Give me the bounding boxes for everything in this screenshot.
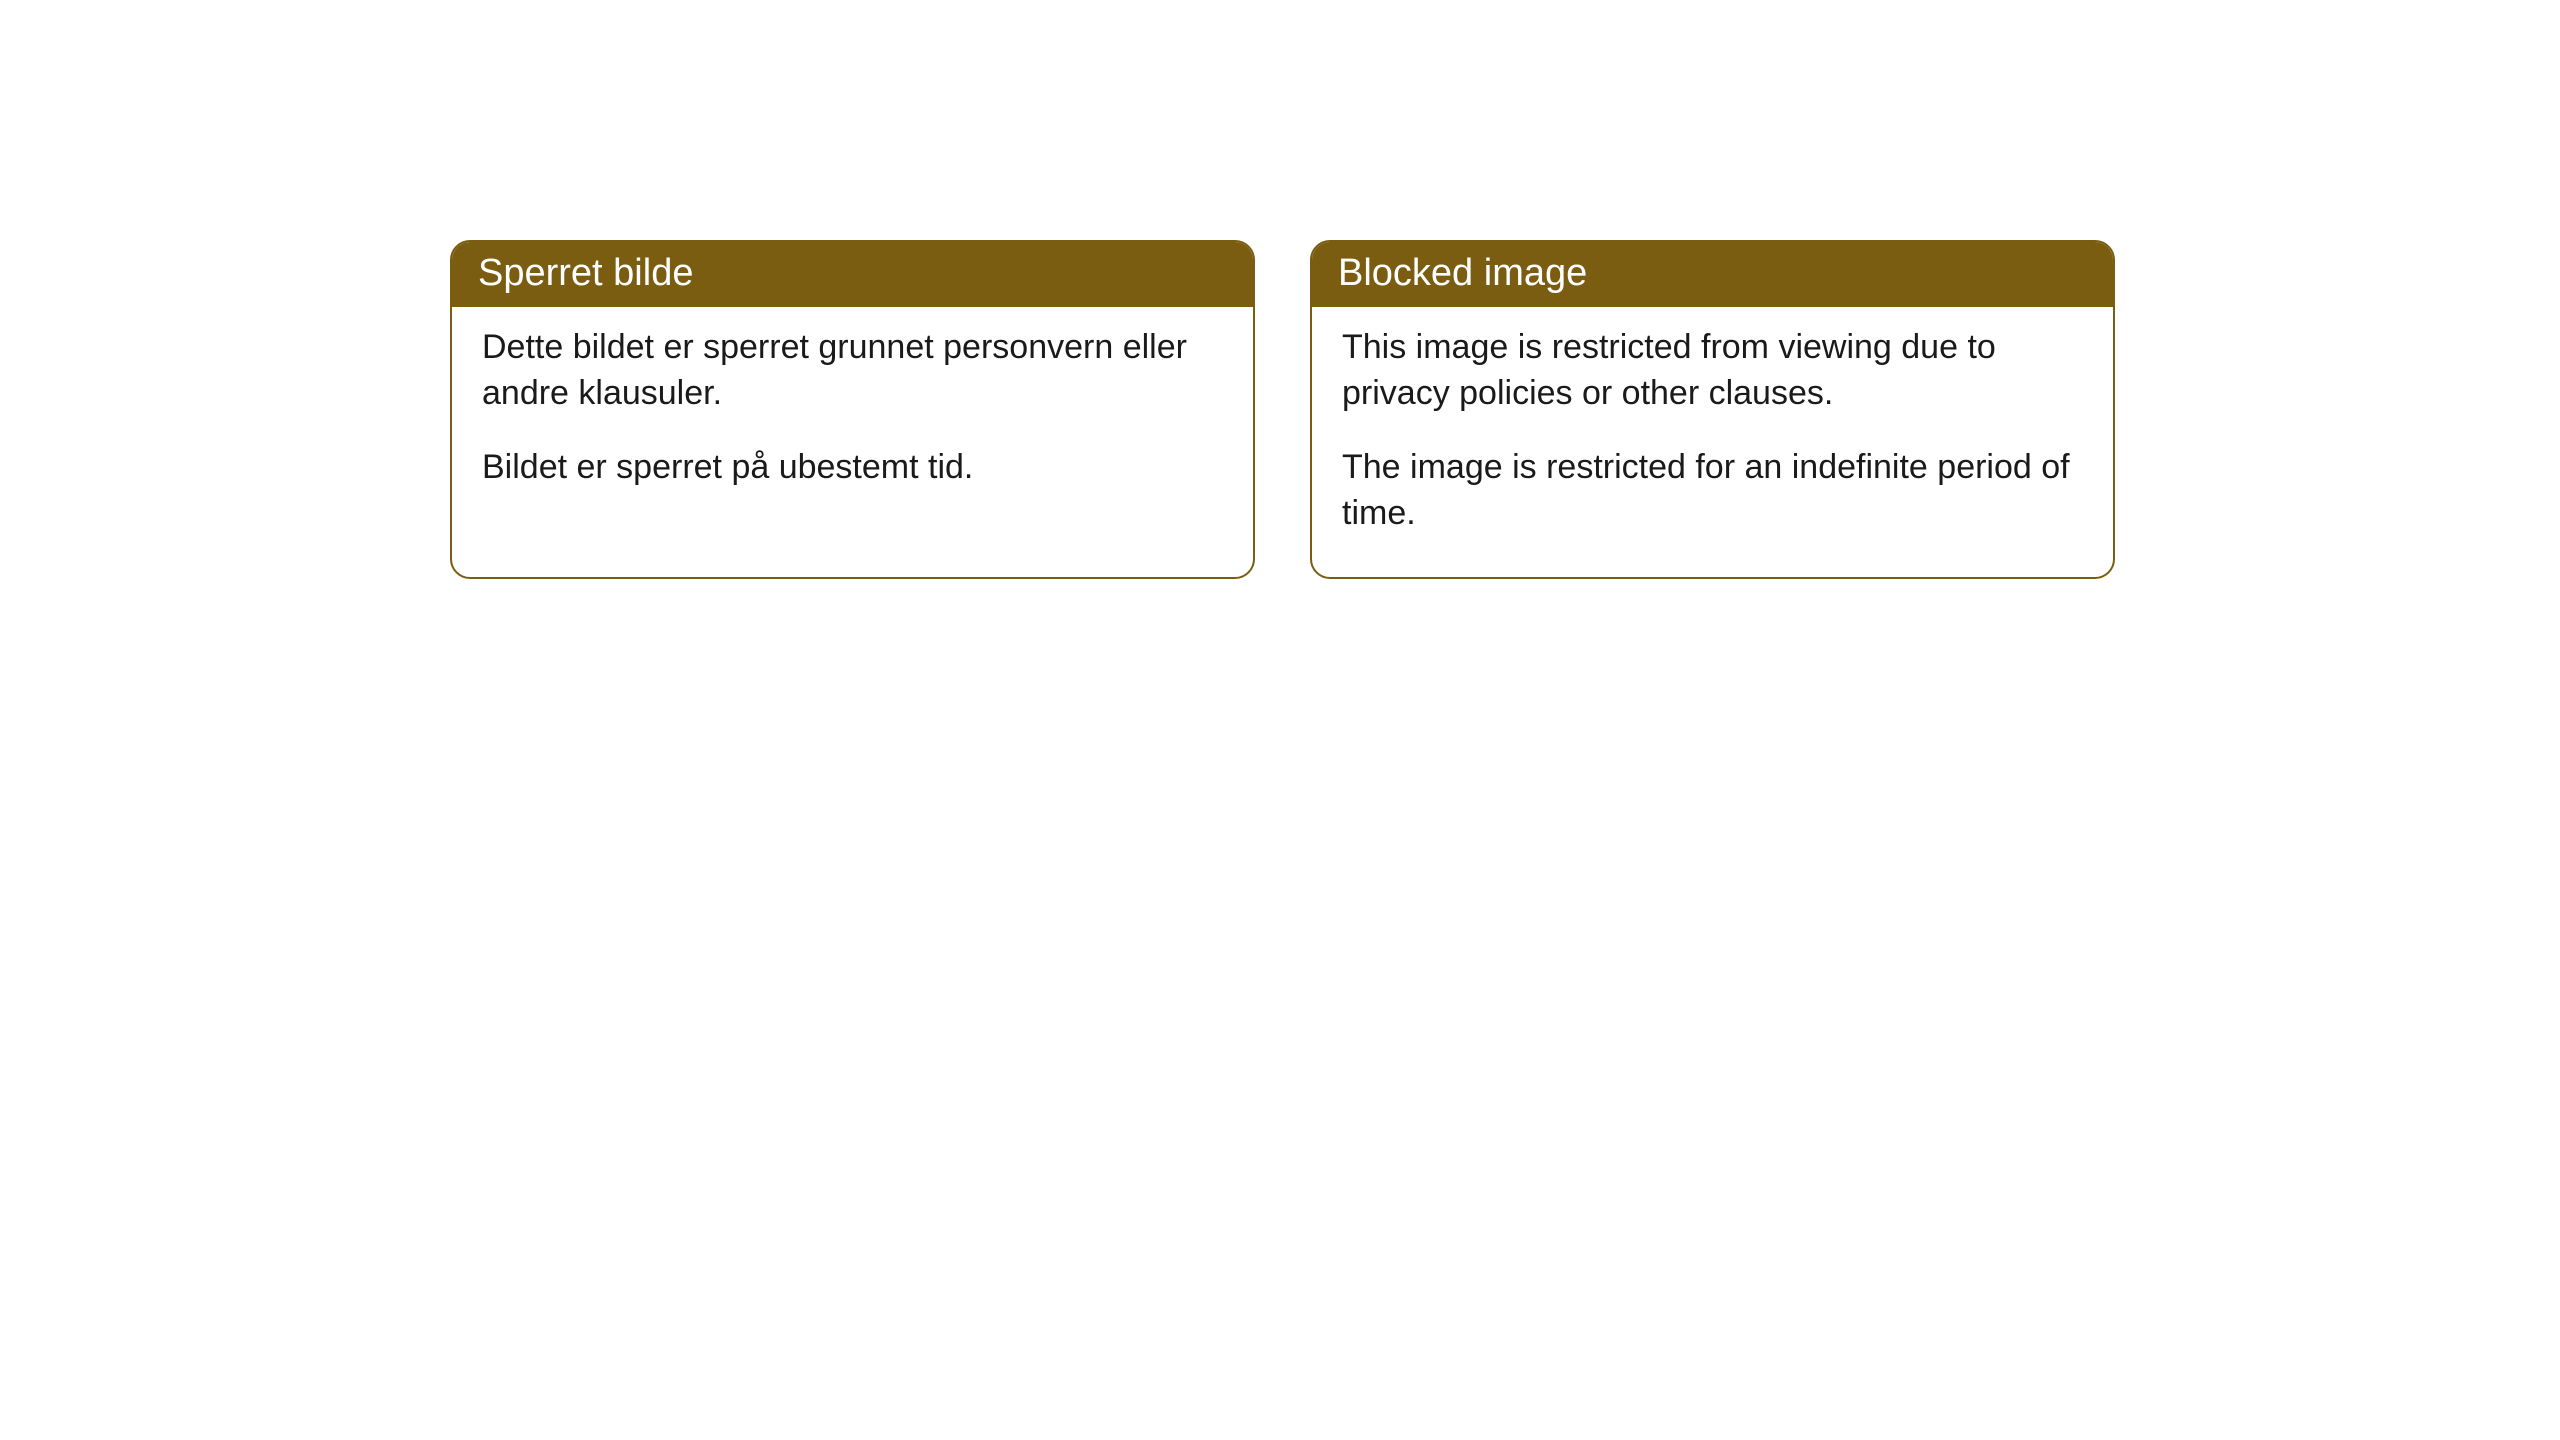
card-header: Sperret bilde xyxy=(452,242,1253,307)
card-paragraph: This image is restricted from viewing du… xyxy=(1342,325,2083,417)
card-paragraph: The image is restricted for an indefinit… xyxy=(1342,445,2083,537)
card-title: Blocked image xyxy=(1338,252,1587,294)
card-body: Dette bildet er sperret grunnet personve… xyxy=(452,307,1253,531)
card-body: This image is restricted from viewing du… xyxy=(1312,307,2113,577)
card-paragraph: Dette bildet er sperret grunnet personve… xyxy=(482,325,1223,417)
card-header: Blocked image xyxy=(1312,242,2113,307)
card-title: Sperret bilde xyxy=(478,252,693,294)
blocked-image-card-norwegian: Sperret bilde Dette bildet er sperret gr… xyxy=(450,240,1255,579)
card-paragraph: Bildet er sperret på ubestemt tid. xyxy=(482,445,1223,491)
blocked-image-card-english: Blocked image This image is restricted f… xyxy=(1310,240,2115,579)
notice-container: Sperret bilde Dette bildet er sperret gr… xyxy=(0,0,2560,579)
